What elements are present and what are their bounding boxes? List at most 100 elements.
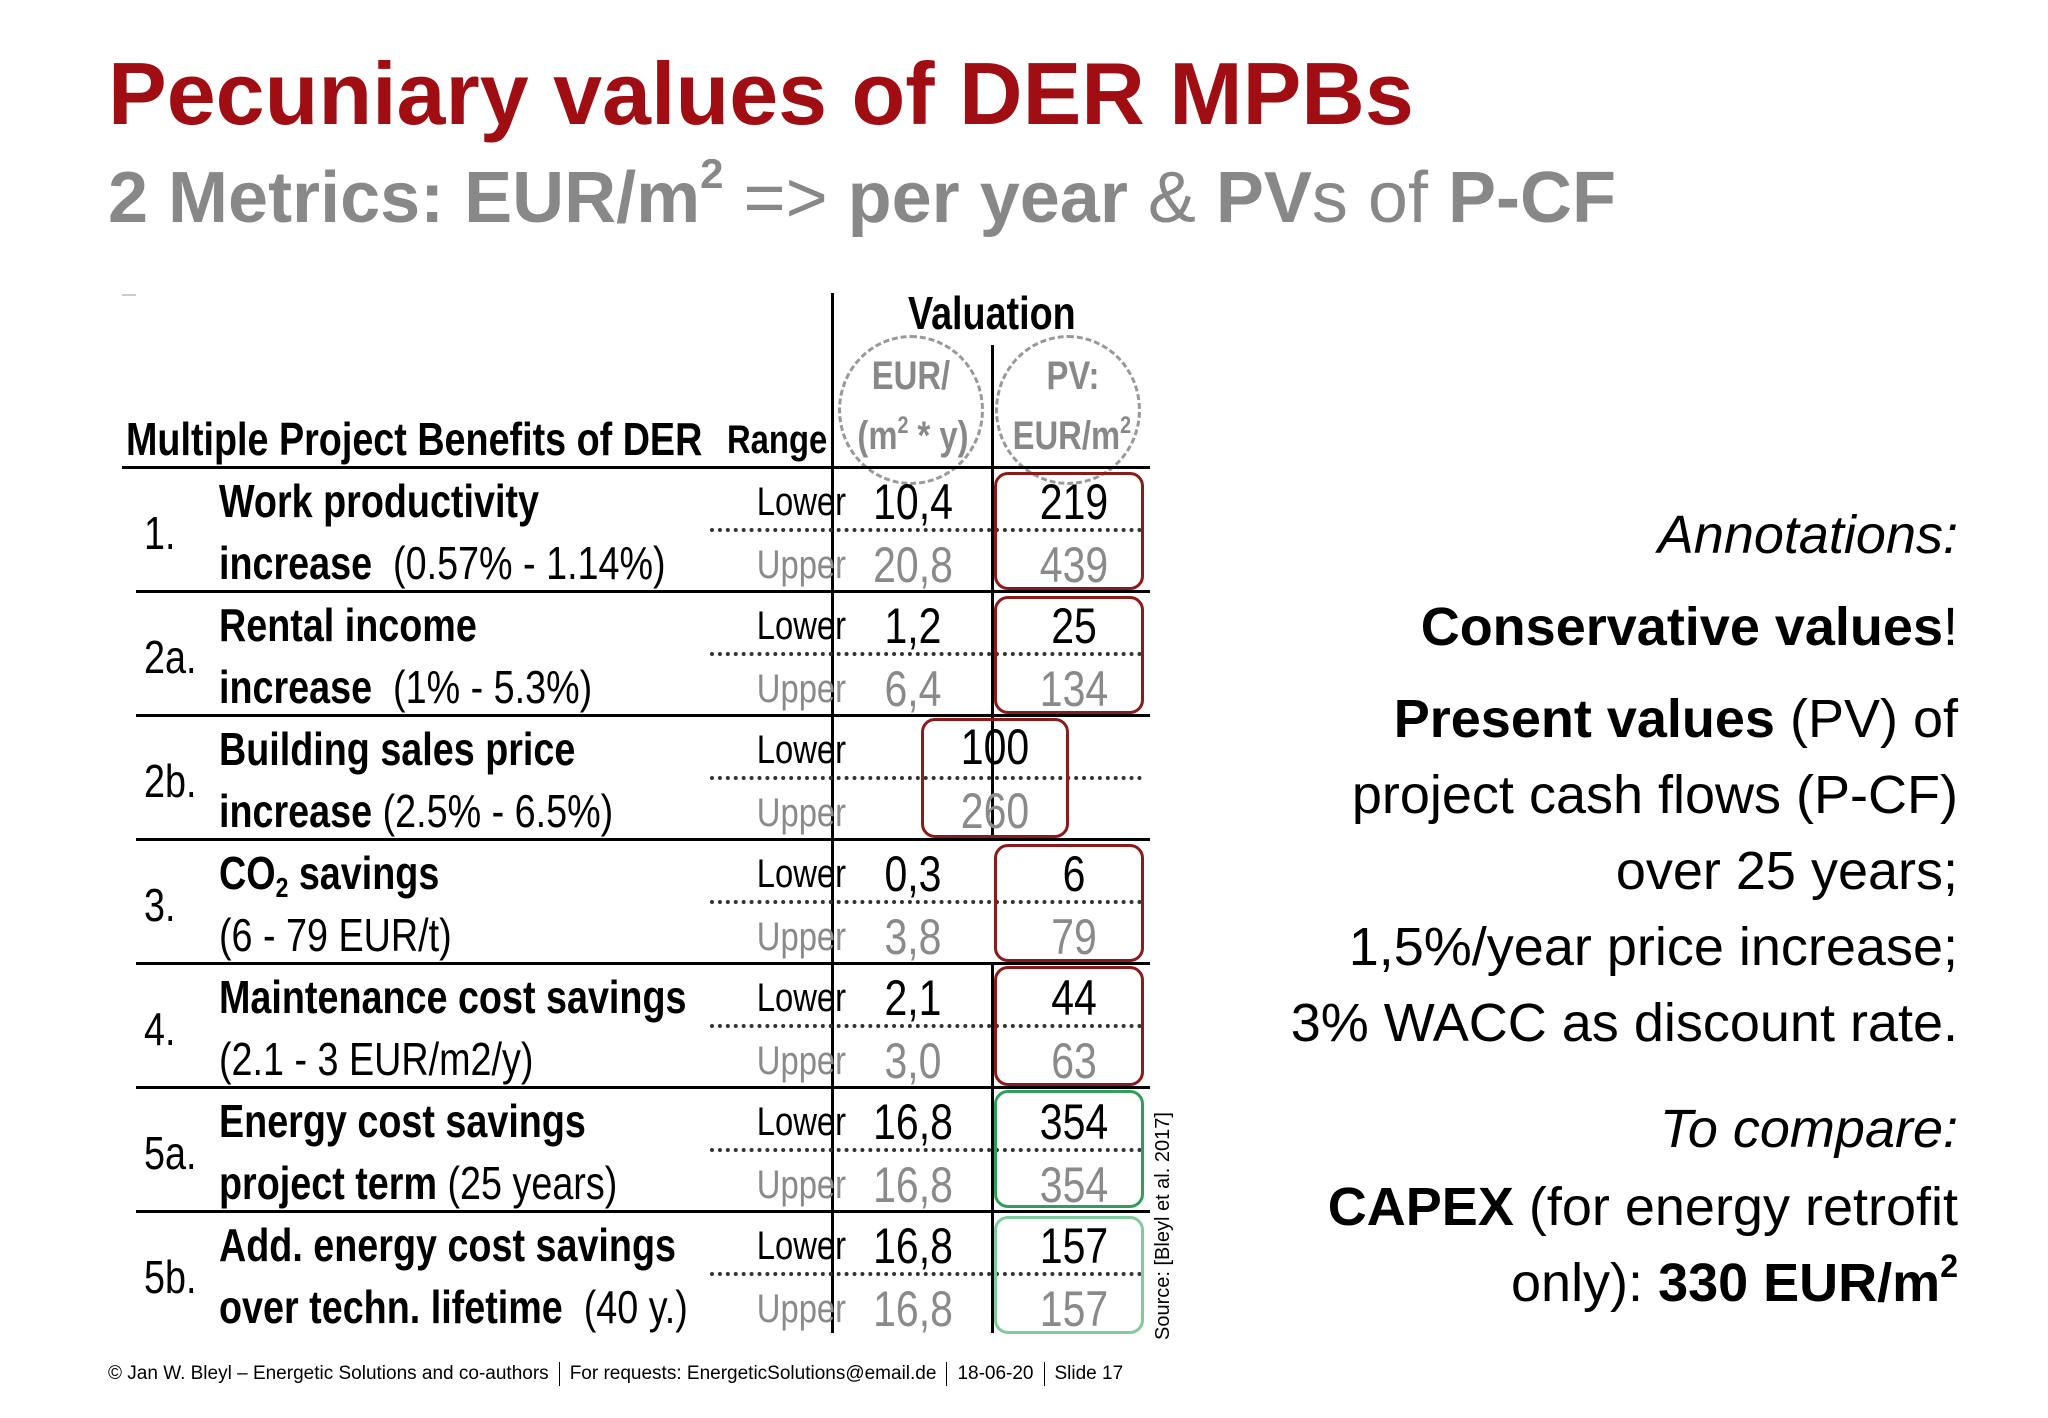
eur-upper-value: 16,8 — [873, 1281, 953, 1337]
range-upper: Upper — [756, 915, 847, 959]
eur-upper-value: 20,8 — [873, 537, 953, 593]
row-subtitle: increase (2.5% - 6.5%) — [219, 785, 614, 837]
range-lower: Lower — [756, 976, 847, 1020]
eur-upper-value: 3,0 — [884, 1033, 942, 1089]
row-subtitle: increase (1% - 5.3%) — [219, 661, 593, 713]
annotation-line: 3% WACC as discount rate. — [1290, 993, 1958, 1053]
range-lower: Lower — [756, 1100, 847, 1144]
footer-requests: For requests: EnergeticSolutions@email.d… — [569, 1363, 937, 1385]
eur-lower-value: 16,8 — [873, 1218, 953, 1274]
decorative-mark — [122, 294, 136, 296]
pv-highlight-box — [994, 472, 1144, 590]
pv-lower-value: 100 — [960, 719, 1030, 775]
row-number: 1. — [144, 507, 176, 559]
footer-author: © Jan W. Bleyl – Energetic Solutions and… — [108, 1363, 549, 1385]
pv-highlight-box — [994, 596, 1144, 714]
range-upper: Upper — [756, 1039, 847, 1083]
row-divider-dotted — [710, 1148, 1142, 1152]
row-number: 3. — [144, 879, 176, 931]
pv-highlight-box — [994, 966, 1144, 1086]
pv-lower-value: 157 — [1039, 1218, 1109, 1274]
pv-lower-value: 354 — [1039, 1094, 1109, 1150]
range-column-header: Range — [727, 418, 828, 462]
pv-highlight-box — [994, 1216, 1144, 1334]
range-upper: Upper — [756, 1163, 847, 1207]
row-subtitle: project term (25 years) — [219, 1157, 618, 1209]
row-divider-dotted — [710, 900, 1142, 904]
pv-header-line2: EUR/m2 — [1012, 412, 1132, 458]
annotations-heading: Annotations: — [1657, 505, 1958, 565]
pv-lower-value: 44 — [1051, 970, 1097, 1026]
range-lower: Lower — [756, 852, 847, 896]
pv-upper-value: 134 — [1039, 661, 1109, 717]
row-title: Rental income — [219, 599, 477, 651]
eur-upper-value: 6,4 — [884, 661, 942, 717]
row-rule — [136, 714, 1150, 717]
range-lower: Lower — [756, 728, 847, 772]
eur-header-circle — [838, 335, 984, 485]
row-number: 5b. — [144, 1251, 197, 1303]
pv-upper-value: 157 — [1039, 1281, 1109, 1337]
range-upper: Upper — [756, 791, 847, 835]
range-divider — [831, 293, 834, 1333]
row-divider-dotted — [710, 776, 1142, 780]
range-upper: Upper — [756, 543, 847, 587]
footer-date: 18-06-20 — [957, 1363, 1034, 1385]
row-title: Work productivity — [219, 475, 539, 527]
source-citation: Source: [Bleyl et al. 2017] — [1152, 1112, 1174, 1340]
eur-upper-value: 3,8 — [884, 909, 942, 965]
slide-title: Pecuniary values of DER MPBs — [108, 44, 1414, 143]
range-lower: Lower — [756, 480, 847, 524]
slide-subtitle: 2 Metrics: EUR/m2 => per year & PVs of P… — [108, 150, 1616, 238]
eur-lower-value: 10,4 — [873, 474, 953, 530]
row-number: 4. — [144, 1003, 176, 1055]
row-subtitle: over techn. lifetime (40 y.) — [219, 1281, 688, 1333]
row-title: Energy cost savings — [219, 1095, 586, 1147]
range-upper: Upper — [756, 667, 847, 711]
range-lower: Lower — [756, 1224, 847, 1268]
pv-upper-value: 79 — [1051, 909, 1097, 965]
row-number: 5a. — [144, 1127, 197, 1179]
annotation-line: over 25 years; — [1615, 841, 1958, 901]
row-rule — [136, 1086, 1150, 1089]
row-rule — [136, 962, 1150, 965]
annotation-present-values: Present values (PV) of — [1393, 689, 1958, 749]
eur-lower-value: 2,1 — [884, 970, 942, 1026]
pv-upper-value: 260 — [960, 783, 1030, 839]
row-subtitle: (2.1 - 3 EUR/m2/y) — [219, 1033, 534, 1085]
header-rule — [122, 466, 1150, 469]
row-divider-dotted — [710, 528, 1142, 532]
range-lower: Lower — [756, 604, 847, 648]
annotation-line: 1,5%/year price increase; — [1348, 917, 1958, 977]
row-divider-dotted — [710, 652, 1142, 656]
pv-lower-value: 219 — [1039, 474, 1109, 530]
pv-highlight-box — [994, 1090, 1144, 1208]
row-title: Maintenance cost savings — [219, 971, 687, 1023]
pv-header-line1: PV: — [1046, 354, 1100, 398]
row-number: 2a. — [144, 631, 197, 683]
compare-heading: To compare: — [1659, 1099, 1958, 1159]
benefits-column-header: Multiple Project Benefits of DER — [126, 413, 703, 465]
annotation-conservative: Conservative values! — [1420, 597, 1958, 657]
annotation-line: project cash flows (P-CF) — [1351, 765, 1958, 825]
row-divider-dotted — [710, 1024, 1142, 1028]
eur-upper-value: 16,8 — [873, 1157, 953, 1213]
eur-lower-value: 1,2 — [884, 598, 942, 654]
eur-lower-value: 16,8 — [873, 1094, 953, 1150]
row-number: 2b. — [144, 755, 197, 807]
footer-slide: Slide 17 — [1054, 1363, 1124, 1385]
valuation-header: Valuation — [908, 287, 1076, 339]
row-subtitle: increase (0.57% - 1.14%) — [219, 537, 666, 589]
eur-header-line2: (m2 * y) — [857, 412, 969, 458]
pv-highlight-box — [921, 718, 1069, 838]
row-rule — [136, 590, 1150, 593]
eur-header-line1: EUR/ — [871, 354, 951, 398]
pv-highlight-box — [994, 844, 1144, 962]
eur-lower-value: 0,3 — [884, 846, 942, 902]
range-upper: Upper — [756, 1287, 847, 1331]
pv-upper-value: 354 — [1039, 1157, 1109, 1213]
row-rule — [136, 838, 1150, 841]
row-divider-dotted — [710, 1272, 1142, 1276]
annotation-capex: CAPEX (for energy retrofit — [1327, 1177, 1958, 1237]
pv-header-circle — [995, 335, 1141, 485]
